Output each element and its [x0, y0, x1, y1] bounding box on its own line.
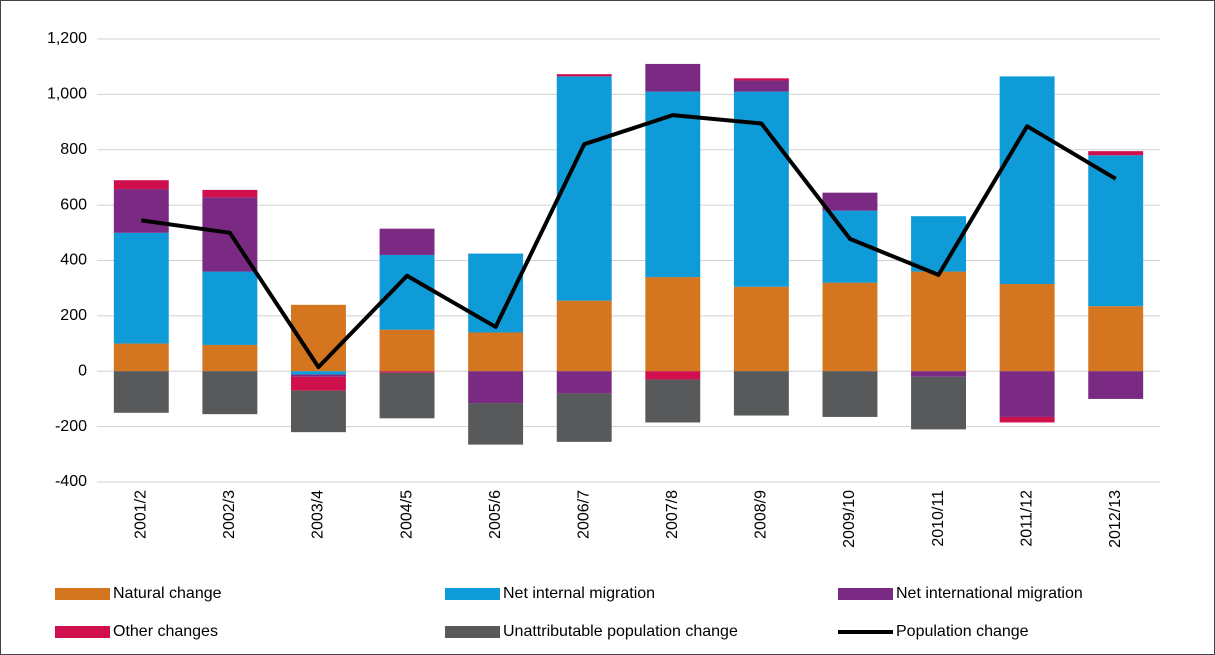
legend-label: Net international migration: [896, 585, 1083, 602]
bar-segment: [911, 371, 967, 377]
bar-segment: [1088, 306, 1144, 372]
bar-segment: [733, 286, 789, 372]
bar-segment: [822, 282, 878, 372]
bar-segment: [379, 228, 435, 255]
y-tick-label: 1,000: [47, 86, 87, 103]
bar-segment: [113, 343, 169, 372]
x-tick-label: 2007/8: [664, 490, 681, 539]
legend-swatch: [445, 626, 500, 638]
bar-segment: [379, 371, 435, 373]
bar-segment: [468, 403, 524, 445]
bar-segment: [733, 371, 789, 416]
bar-segment: [1088, 155, 1144, 307]
bar-segment: [556, 371, 612, 394]
bar-segment: [556, 300, 612, 372]
bar-segment: [468, 253, 524, 333]
x-tick-label: 2006/7: [575, 490, 592, 539]
y-tick-label: 1,200: [47, 30, 87, 47]
bar-segment: [290, 390, 346, 433]
line-series: [141, 113, 1117, 370]
x-tick-label: 2001/2: [133, 490, 150, 539]
bar-segment: [468, 371, 524, 404]
legend-label: Population change: [896, 623, 1029, 640]
bar-segment: [999, 76, 1055, 285]
bar-segment: [645, 371, 701, 380]
x-tick-label: 2010/11: [930, 490, 947, 547]
bar-segment: [468, 332, 524, 372]
x-tick-label: 2004/5: [398, 490, 415, 539]
legend-swatch: [55, 626, 110, 638]
bar-segment: [733, 80, 789, 92]
bar-segment: [290, 376, 346, 391]
legend-label: Other changes: [113, 623, 218, 640]
bar-segment: [911, 376, 967, 430]
bar-segment: [290, 371, 346, 375]
bar-segment: [202, 344, 258, 372]
x-tick-label: 2009/10: [841, 490, 858, 548]
legend-label: Net internal migration: [503, 585, 655, 602]
bar-segment: [113, 371, 169, 413]
y-tick-label: 400: [60, 252, 87, 269]
bar-segment: [645, 379, 701, 423]
bar-segment: [822, 192, 878, 211]
legend-swatch: [838, 588, 893, 600]
bar-segment: [113, 189, 169, 233]
legend-swatch: [55, 588, 110, 600]
bar-segment: [379, 372, 435, 419]
y-tick-label: 0: [78, 362, 87, 379]
x-tick-label: 2003/4: [310, 490, 327, 539]
bar-segment: [556, 393, 612, 442]
x-tick-label: 2005/6: [487, 490, 504, 539]
bar-segment: [113, 180, 169, 190]
bar-segment: [202, 189, 258, 198]
bar-segment: [556, 74, 612, 77]
y-tick-label: -200: [55, 418, 87, 435]
legend-label: Natural change: [113, 585, 222, 602]
legend-label: Unattributable population change: [503, 623, 738, 640]
x-tick-label: 2002/3: [221, 490, 238, 539]
y-tick-label: 800: [60, 141, 87, 158]
bar-segment: [999, 416, 1055, 423]
bar-segment: [202, 371, 258, 415]
bar-segment: [1088, 151, 1144, 156]
bar-segment: [911, 271, 967, 372]
legend-swatch: [445, 588, 500, 600]
bar-segment: [202, 271, 258, 345]
bar-segment: [733, 78, 789, 81]
bar-segment: [645, 63, 701, 92]
bar-segment: [1088, 371, 1144, 399]
y-tick-label: -400: [55, 473, 87, 490]
bar-segment: [113, 232, 169, 344]
x-tick-label: 2011/12: [1018, 490, 1035, 547]
bar-segment: [379, 329, 435, 372]
bar-segment: [999, 284, 1055, 372]
bar-segment: [290, 374, 346, 377]
x-tick-label: 2008/9: [753, 490, 770, 539]
bar-segment: [645, 277, 701, 372]
bar-segment: [556, 76, 612, 301]
bar-segment: [822, 371, 878, 417]
x-tick-label: 2012/13: [1107, 490, 1124, 548]
y-tick-label: 200: [60, 307, 87, 324]
bar-segment: [379, 254, 435, 330]
bar-segment: [999, 371, 1055, 417]
y-tick-label: 600: [60, 196, 87, 213]
